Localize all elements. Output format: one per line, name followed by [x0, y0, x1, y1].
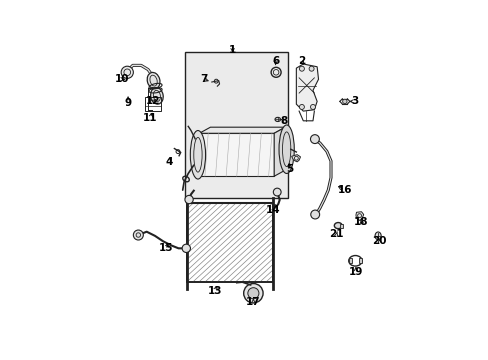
Circle shape [310, 135, 319, 144]
Text: 5: 5 [285, 164, 292, 174]
Text: 12: 12 [145, 96, 160, 107]
Circle shape [182, 244, 190, 252]
Ellipse shape [374, 232, 380, 240]
Bar [186, 203, 272, 282]
Circle shape [273, 188, 281, 196]
Text: 20: 20 [371, 237, 386, 246]
Polygon shape [296, 64, 318, 111]
Text: 7: 7 [200, 74, 207, 84]
Ellipse shape [334, 222, 342, 229]
Text: 15: 15 [159, 243, 173, 253]
Text: 21: 21 [328, 229, 343, 239]
Text: 17: 17 [245, 297, 260, 307]
Circle shape [299, 66, 304, 71]
Ellipse shape [274, 117, 280, 122]
Text: 9: 9 [124, 98, 131, 108]
Text: 1: 1 [228, 45, 236, 55]
Bar [185, 51, 287, 198]
Polygon shape [274, 127, 285, 176]
Ellipse shape [190, 131, 205, 179]
Text: 2: 2 [298, 56, 305, 66]
Polygon shape [199, 133, 274, 176]
Circle shape [121, 66, 133, 78]
Circle shape [184, 195, 193, 204]
Ellipse shape [147, 72, 160, 89]
Text: 11: 11 [142, 113, 157, 123]
Circle shape [310, 210, 319, 219]
Text: 6: 6 [271, 56, 279, 66]
Polygon shape [291, 155, 300, 162]
Text: 14: 14 [265, 204, 280, 215]
Text: 13: 13 [207, 286, 222, 296]
Polygon shape [355, 212, 363, 221]
Circle shape [243, 284, 263, 303]
Circle shape [310, 104, 315, 109]
Text: 18: 18 [353, 217, 368, 227]
Circle shape [308, 66, 313, 71]
Bar [348, 258, 351, 263]
Polygon shape [199, 127, 285, 133]
Text: 16: 16 [337, 185, 351, 195]
Text: 3: 3 [350, 96, 357, 107]
Ellipse shape [279, 125, 294, 174]
Ellipse shape [150, 87, 163, 104]
Bar [359, 258, 361, 263]
Text: 4: 4 [165, 157, 172, 167]
Bar [144, 97, 161, 111]
Bar [186, 203, 272, 282]
Circle shape [342, 99, 346, 104]
Circle shape [133, 230, 143, 240]
Text: 10: 10 [114, 74, 129, 84]
Bar [340, 224, 343, 228]
Text: 19: 19 [348, 267, 363, 277]
Circle shape [247, 288, 259, 299]
Circle shape [299, 104, 304, 109]
Text: 8: 8 [280, 116, 287, 126]
